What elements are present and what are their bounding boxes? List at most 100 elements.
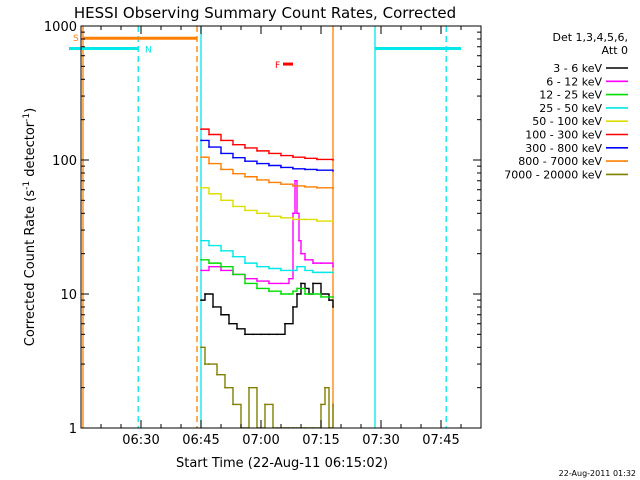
data-point	[332, 169, 334, 172]
data-point	[304, 218, 306, 221]
data-point	[220, 168, 222, 171]
plot-frame	[80, 25, 482, 429]
data-point	[232, 143, 234, 146]
data-point	[280, 216, 282, 219]
data-point	[316, 186, 318, 189]
data-point	[296, 287, 298, 290]
data-point	[304, 258, 306, 261]
data-point	[312, 262, 314, 265]
data-point	[320, 271, 322, 274]
legend-entry-label: 300 - 800 keV	[525, 142, 602, 155]
legend-entry-label: 25 - 50 keV	[539, 102, 602, 115]
data-point	[332, 296, 334, 298]
data-point	[232, 172, 234, 175]
data-point	[296, 265, 298, 268]
data-point	[292, 212, 294, 215]
data-point	[292, 167, 294, 170]
data-point	[268, 215, 270, 218]
data-point	[316, 220, 318, 222]
legend-header-line-1: Det 1,3,4,5,6,	[552, 31, 628, 44]
instrument-state-lines	[82, 26, 447, 428]
series-layer	[200, 128, 334, 428]
data-point	[228, 322, 230, 325]
data-point	[208, 265, 210, 268]
data-point	[256, 212, 258, 215]
legend-entry-label: 6 - 12 keV	[546, 75, 602, 88]
data-point	[320, 403, 322, 406]
data-point	[280, 293, 282, 295]
data-point	[232, 255, 234, 258]
data-point	[220, 152, 222, 155]
data-point	[200, 258, 202, 261]
data-point	[304, 185, 306, 188]
data-point	[332, 271, 334, 274]
series-5	[200, 128, 334, 161]
state-flag-label: N	[145, 45, 152, 55]
x-tick-label: 06:30	[122, 433, 159, 448]
data-point	[332, 187, 334, 190]
data-point	[284, 322, 286, 325]
x-axis: 06:30 06:45 07:00 07:15 07:30 07:45	[100, 26, 462, 448]
data-point	[256, 179, 258, 181]
data-point	[312, 293, 314, 295]
data-point	[332, 265, 334, 268]
data-point	[292, 290, 294, 293]
data-point	[236, 327, 238, 330]
data-point	[280, 269, 282, 272]
series-6	[200, 139, 334, 172]
data-point	[268, 290, 270, 293]
data-point	[248, 386, 250, 389]
series-8	[200, 346, 334, 428]
data-point	[304, 157, 306, 160]
data-point	[208, 133, 210, 136]
data-point	[244, 282, 246, 285]
x-axis-label: Start Time (22-Aug-11 06:15:02)	[176, 456, 388, 471]
legend-entry-label: 100 - 300 keV	[525, 129, 602, 142]
data-point	[220, 265, 222, 268]
data-point	[316, 158, 318, 161]
data-point	[280, 166, 282, 169]
data-point	[276, 333, 278, 336]
series-line	[201, 346, 334, 428]
series-7	[200, 156, 334, 190]
data-point	[244, 160, 246, 163]
data-point	[232, 205, 234, 208]
data-point	[256, 287, 258, 290]
data-point	[260, 333, 262, 336]
y-tick-label: 100	[52, 154, 77, 169]
data-point	[320, 296, 322, 298]
data-point	[294, 179, 296, 182]
data-point	[296, 293, 298, 295]
data-point	[208, 244, 210, 247]
data-point	[268, 152, 270, 155]
data-point	[232, 403, 234, 406]
data-point	[292, 156, 294, 159]
data-point	[244, 333, 246, 336]
data-point	[280, 183, 282, 186]
series-0	[200, 282, 334, 336]
data-point	[316, 169, 318, 172]
series-line	[201, 139, 334, 171]
data-point	[208, 146, 210, 148]
x-tick-label: 06:45	[182, 433, 219, 448]
data-point	[220, 199, 222, 202]
data-point	[256, 265, 258, 268]
data-point	[208, 363, 210, 365]
data-point	[220, 313, 222, 316]
data-point	[296, 212, 298, 215]
data-point	[332, 306, 334, 308]
legend-entry-label: 12 - 25 keV	[539, 89, 602, 102]
data-point	[200, 346, 202, 349]
data-point	[312, 282, 314, 285]
data-point	[244, 262, 246, 265]
footer-timestamp: 22-Aug-2011 01:32	[559, 469, 636, 478]
data-point	[292, 218, 294, 221]
data-point	[200, 186, 202, 189]
series-line	[201, 187, 333, 222]
legend-entry-label: 3 - 6 keV	[553, 62, 602, 75]
y-axis: 1 10 100 1000	[44, 20, 481, 437]
data-point	[200, 239, 202, 242]
data-point	[268, 282, 270, 285]
saa-flag-label: S	[73, 34, 79, 44]
